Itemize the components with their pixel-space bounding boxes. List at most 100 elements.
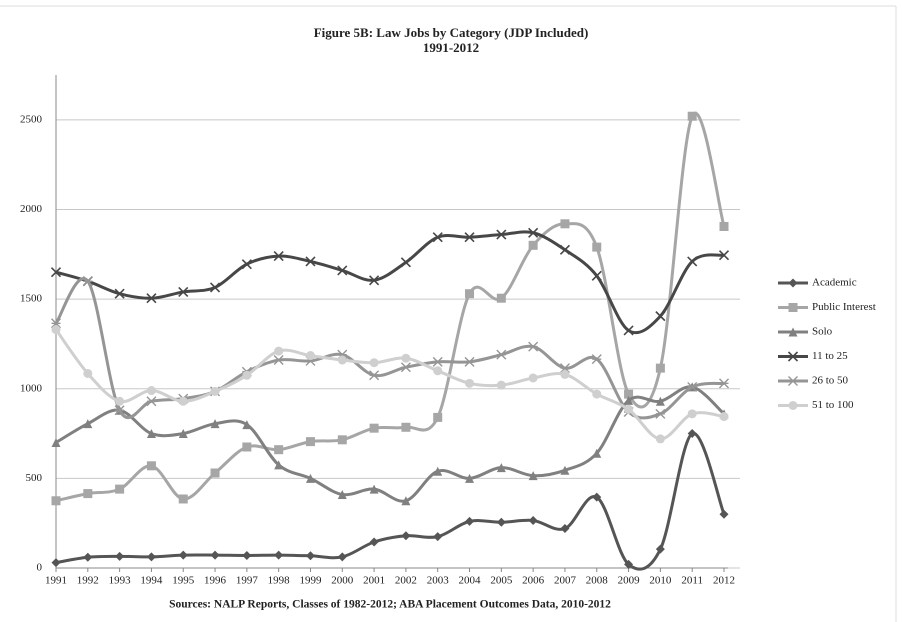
marker — [655, 363, 665, 373]
chart-subtitle: 1991-2012 — [423, 40, 479, 55]
marker — [210, 468, 220, 478]
marker — [432, 356, 443, 367]
marker — [337, 489, 347, 499]
marker — [560, 369, 570, 379]
marker — [146, 429, 156, 439]
marker — [83, 552, 93, 562]
marker — [496, 349, 507, 360]
x-tick-label: 2008 — [586, 575, 609, 587]
x-tick-label: 2010 — [649, 575, 672, 587]
marker — [465, 516, 475, 526]
marker — [528, 227, 539, 238]
marker — [210, 550, 220, 560]
marker — [305, 256, 316, 267]
marker — [337, 265, 348, 276]
x-tick-label: 2012 — [713, 575, 735, 587]
marker — [559, 244, 571, 255]
y-tick-label: 0 — [37, 562, 43, 574]
marker — [528, 515, 538, 525]
x-tick-label: 2004 — [459, 575, 482, 587]
x-tick-label: 1994 — [140, 575, 163, 587]
marker — [369, 275, 380, 286]
x-tick-label: 1997 — [236, 575, 259, 587]
marker — [464, 356, 475, 367]
marker — [401, 531, 411, 541]
marker — [337, 355, 347, 365]
marker — [242, 442, 252, 452]
marker — [433, 412, 443, 422]
series-line — [55, 385, 726, 503]
x-tick-label: 1993 — [109, 575, 132, 587]
marker — [115, 484, 125, 494]
x-tick-label: 1996 — [204, 575, 227, 587]
marker — [83, 489, 93, 499]
marker — [592, 389, 602, 399]
x-tick-label: 2001 — [363, 575, 385, 587]
marker — [433, 532, 443, 542]
marker — [719, 509, 729, 519]
marker — [178, 396, 188, 406]
y-tick-label: 500 — [26, 472, 43, 484]
marker — [788, 303, 798, 312]
marker — [465, 289, 475, 299]
marker — [51, 438, 61, 448]
legend-label: 11 to 25 — [812, 350, 848, 362]
marker — [788, 376, 798, 386]
marker — [369, 537, 379, 547]
marker — [528, 373, 538, 383]
marker — [624, 404, 634, 414]
marker — [687, 381, 698, 392]
marker — [496, 380, 506, 390]
x-tick-label: 1992 — [77, 575, 99, 587]
marker — [178, 286, 189, 297]
marker — [687, 429, 697, 439]
marker — [51, 496, 61, 506]
marker — [623, 325, 634, 336]
marker — [496, 293, 506, 303]
marker — [146, 396, 157, 407]
marker — [369, 484, 379, 494]
marker — [146, 293, 157, 304]
marker — [655, 544, 665, 554]
marker — [369, 423, 379, 433]
marker — [528, 240, 538, 250]
legend-label: Academic — [812, 277, 857, 289]
marker — [592, 492, 602, 502]
marker — [50, 267, 62, 278]
marker — [719, 412, 729, 422]
marker — [464, 232, 475, 243]
marker — [274, 346, 284, 356]
marker — [274, 460, 284, 470]
marker — [528, 471, 538, 481]
series-line — [55, 230, 725, 335]
marker — [209, 282, 221, 293]
x-tick-label: 2007 — [554, 575, 577, 587]
marker — [273, 250, 284, 262]
marker — [114, 288, 125, 299]
marker — [465, 473, 475, 483]
marker — [592, 242, 602, 252]
marker — [655, 311, 666, 322]
marker — [369, 370, 380, 381]
marker — [788, 278, 798, 288]
marker — [560, 465, 570, 475]
x-tick-label: 1998 — [268, 575, 291, 587]
marker — [560, 524, 570, 534]
y-tick-label: 1000 — [20, 382, 43, 394]
marker — [528, 341, 539, 352]
y-tick-label: 2000 — [20, 203, 43, 215]
marker — [496, 229, 507, 240]
marker — [719, 221, 729, 231]
marker — [624, 395, 634, 405]
marker — [274, 550, 284, 560]
marker — [655, 408, 666, 419]
marker — [400, 257, 411, 268]
marker — [305, 437, 315, 447]
marker — [591, 354, 602, 365]
marker — [337, 552, 347, 562]
marker — [400, 362, 411, 373]
marker — [496, 463, 506, 473]
marker — [51, 558, 61, 568]
